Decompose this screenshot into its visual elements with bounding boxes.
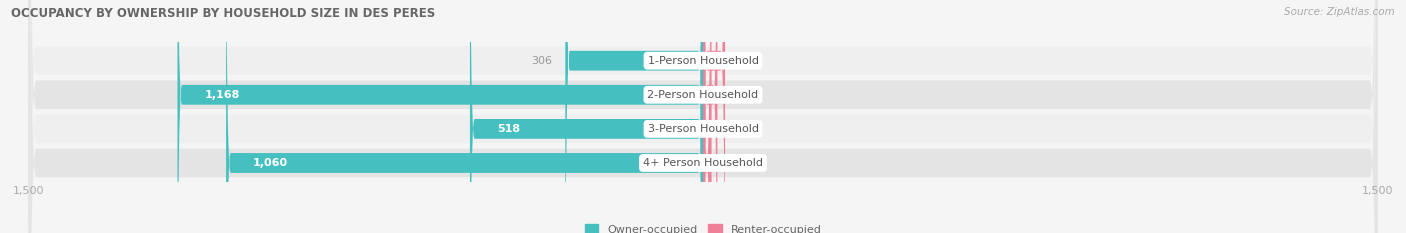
FancyBboxPatch shape	[28, 0, 1378, 233]
Text: 1-Person Household: 1-Person Household	[648, 56, 758, 66]
Text: Source: ZipAtlas.com: Source: ZipAtlas.com	[1284, 7, 1395, 17]
Text: 17: 17	[724, 158, 738, 168]
Text: 518: 518	[496, 124, 520, 134]
FancyBboxPatch shape	[28, 0, 1378, 233]
Text: 19: 19	[725, 124, 740, 134]
FancyBboxPatch shape	[28, 0, 1378, 233]
Text: 2-Person Household: 2-Person Household	[647, 90, 759, 100]
Text: 306: 306	[531, 56, 551, 66]
Text: 1,168: 1,168	[204, 90, 240, 100]
Text: 49: 49	[738, 56, 752, 66]
Text: 3-Person Household: 3-Person Household	[648, 124, 758, 134]
FancyBboxPatch shape	[226, 0, 703, 233]
FancyBboxPatch shape	[703, 0, 710, 233]
Text: 1,060: 1,060	[253, 158, 288, 168]
FancyBboxPatch shape	[177, 0, 703, 233]
Legend: Owner-occupied, Renter-occupied: Owner-occupied, Renter-occupied	[581, 220, 825, 233]
FancyBboxPatch shape	[28, 0, 1378, 233]
FancyBboxPatch shape	[565, 0, 703, 233]
FancyBboxPatch shape	[703, 0, 711, 233]
FancyBboxPatch shape	[703, 0, 725, 233]
Text: 4+ Person Household: 4+ Person Household	[643, 158, 763, 168]
FancyBboxPatch shape	[470, 0, 703, 233]
FancyBboxPatch shape	[703, 0, 717, 233]
Text: 32: 32	[731, 90, 745, 100]
Text: OCCUPANCY BY OWNERSHIP BY HOUSEHOLD SIZE IN DES PERES: OCCUPANCY BY OWNERSHIP BY HOUSEHOLD SIZE…	[11, 7, 436, 20]
